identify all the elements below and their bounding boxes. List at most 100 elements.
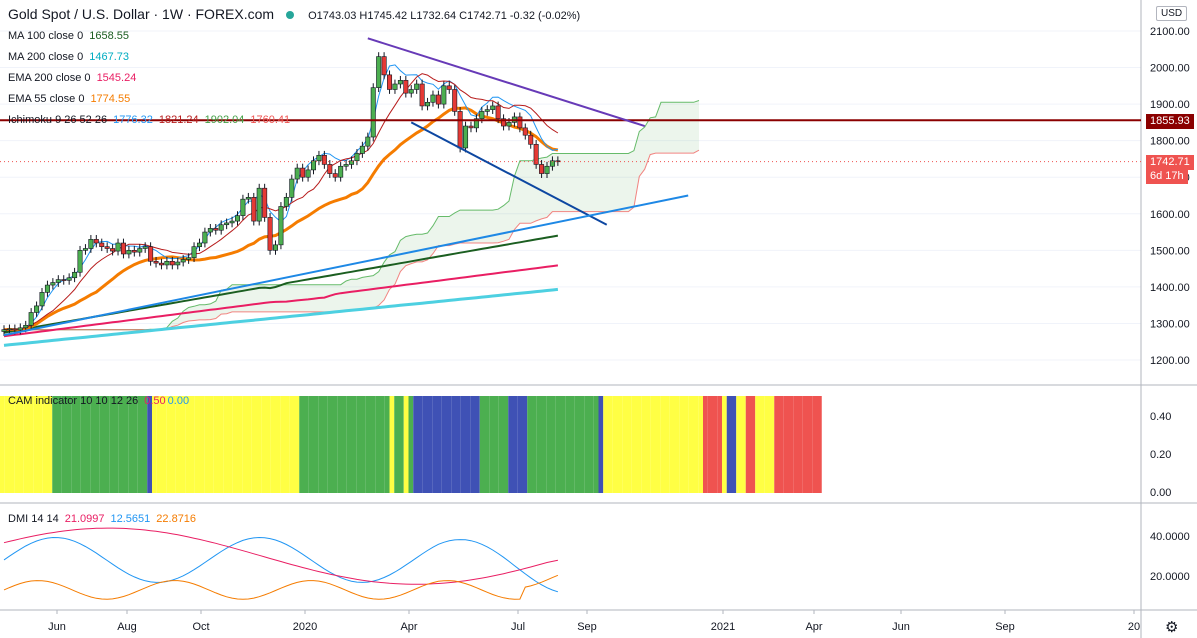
cam-bar — [527, 396, 532, 493]
cam-bar — [788, 396, 794, 493]
cam-bar — [38, 396, 43, 493]
candle — [490, 105, 496, 110]
candle — [381, 56, 387, 76]
cam-bar — [285, 396, 290, 493]
x-tick-label: Jun — [48, 621, 66, 633]
candle — [1, 329, 7, 332]
cam-bar — [456, 396, 461, 493]
cam-bar — [579, 396, 585, 493]
candle — [169, 260, 175, 266]
cam-bar — [432, 396, 437, 493]
cam-bar — [793, 396, 798, 493]
legend-ichimoku[interactable]: Ichimoku 9 26 52 26 1776.32 1821.24 1902.04… — [8, 113, 296, 127]
legend-ma100[interactable]: MA 100 close 0 1658.55 — [8, 29, 135, 43]
cam-bar — [646, 396, 651, 493]
legend-value: 1545.24 — [96, 72, 137, 84]
ema200-line — [3, 264, 559, 338]
settings-gear-icon[interactable]: ⚙ — [1165, 619, 1179, 636]
candle — [131, 250, 137, 253]
cam-bar — [517, 396, 523, 493]
dmi-tick-label: 20.0000 — [1150, 571, 1190, 583]
cam-bar — [251, 396, 257, 493]
candle — [506, 122, 512, 127]
legend-cam[interactable]: CAM indicator 10 10 12 26 0.50 0.00 — [8, 394, 195, 408]
cam-bar — [555, 396, 561, 493]
candle — [196, 242, 202, 247]
legend-label: CAM indicator 10 10 12 26 — [8, 395, 139, 407]
y-tick-label: 2100.00 — [1150, 26, 1190, 38]
cam-bar — [418, 396, 423, 493]
candle — [294, 167, 300, 180]
cam-bar — [256, 396, 262, 493]
cam-bar — [95, 396, 100, 493]
candle — [517, 116, 523, 129]
candle — [207, 228, 213, 233]
cam-bar — [171, 396, 176, 493]
y-tick-label: 1400.00 — [1150, 282, 1190, 294]
cam-bar — [199, 396, 205, 493]
candle — [44, 284, 50, 293]
cam-bar — [750, 396, 756, 493]
candle — [349, 160, 355, 165]
candle — [256, 187, 262, 222]
cam-bar — [361, 396, 366, 493]
cam-tick-label: 0.40 — [1150, 411, 1171, 423]
cam-bar — [76, 396, 81, 493]
cam-bar — [313, 396, 319, 493]
dmi-plus-line — [3, 527, 559, 585]
legend-label: DMI 14 14 — [8, 513, 59, 525]
candle — [126, 250, 132, 255]
cam-bar — [4, 396, 10, 493]
cam-bar — [318, 396, 323, 493]
cam-bar — [289, 396, 295, 493]
candle — [397, 80, 403, 85]
cam-bar — [622, 396, 627, 493]
x-tick-label: Sep — [995, 621, 1015, 633]
cam-bar — [427, 396, 433, 493]
legend-dmi[interactable]: DMI 14 14 21.0997 12.5651 22.8716 — [8, 512, 202, 526]
cam-bar — [42, 396, 48, 493]
cam-bar — [650, 396, 656, 493]
cam-bar — [465, 396, 471, 493]
legend-ema55[interactable]: EMA 55 close 0 1774.55 — [8, 92, 136, 106]
cam-bar — [764, 396, 770, 493]
cam-bar — [52, 396, 57, 493]
legend-value: 1774.55 — [90, 93, 131, 105]
cam-bar — [332, 396, 338, 493]
cam-bar — [489, 396, 494, 493]
candle — [175, 261, 181, 266]
candle — [501, 118, 507, 127]
legend-ma200[interactable]: MA 200 close 0 1467.73 — [8, 50, 135, 64]
currency-label[interactable]: USD — [1156, 6, 1188, 21]
cam-bar — [228, 396, 233, 493]
cam-bar — [370, 396, 376, 493]
candle — [522, 127, 528, 136]
legend-ema200[interactable]: EMA 200 close 0 1545.24 — [8, 71, 142, 85]
cam-bar — [166, 396, 171, 493]
candle — [28, 312, 34, 326]
dmi-minus-line — [3, 536, 559, 593]
trendline-lower — [410, 121, 608, 226]
cam-bar — [593, 396, 599, 493]
cam-bar — [470, 396, 475, 493]
candle — [321, 154, 327, 165]
cam-bar — [679, 396, 684, 493]
cam-bar — [574, 396, 580, 493]
cam-bar — [760, 396, 765, 493]
legend-value: 1658.55 — [89, 30, 129, 42]
x-tick-label: Jun — [892, 621, 910, 633]
cam-bar — [636, 396, 642, 493]
cam-bar — [204, 396, 209, 493]
ichimoku-cloud — [4, 100, 699, 330]
candle — [224, 222, 230, 226]
candle — [115, 242, 121, 252]
cam-bar — [118, 396, 124, 493]
candle — [110, 248, 116, 252]
ohlc-readout: O1743.03 H1745.42 L1732.64 C1742.71 -0.3… — [308, 10, 581, 22]
cam-bar — [61, 396, 67, 493]
candle — [408, 89, 414, 94]
legend-label: Ichimoku 9 26 52 26 — [8, 114, 108, 126]
cam-bar — [817, 396, 822, 493]
candle — [283, 197, 289, 207]
